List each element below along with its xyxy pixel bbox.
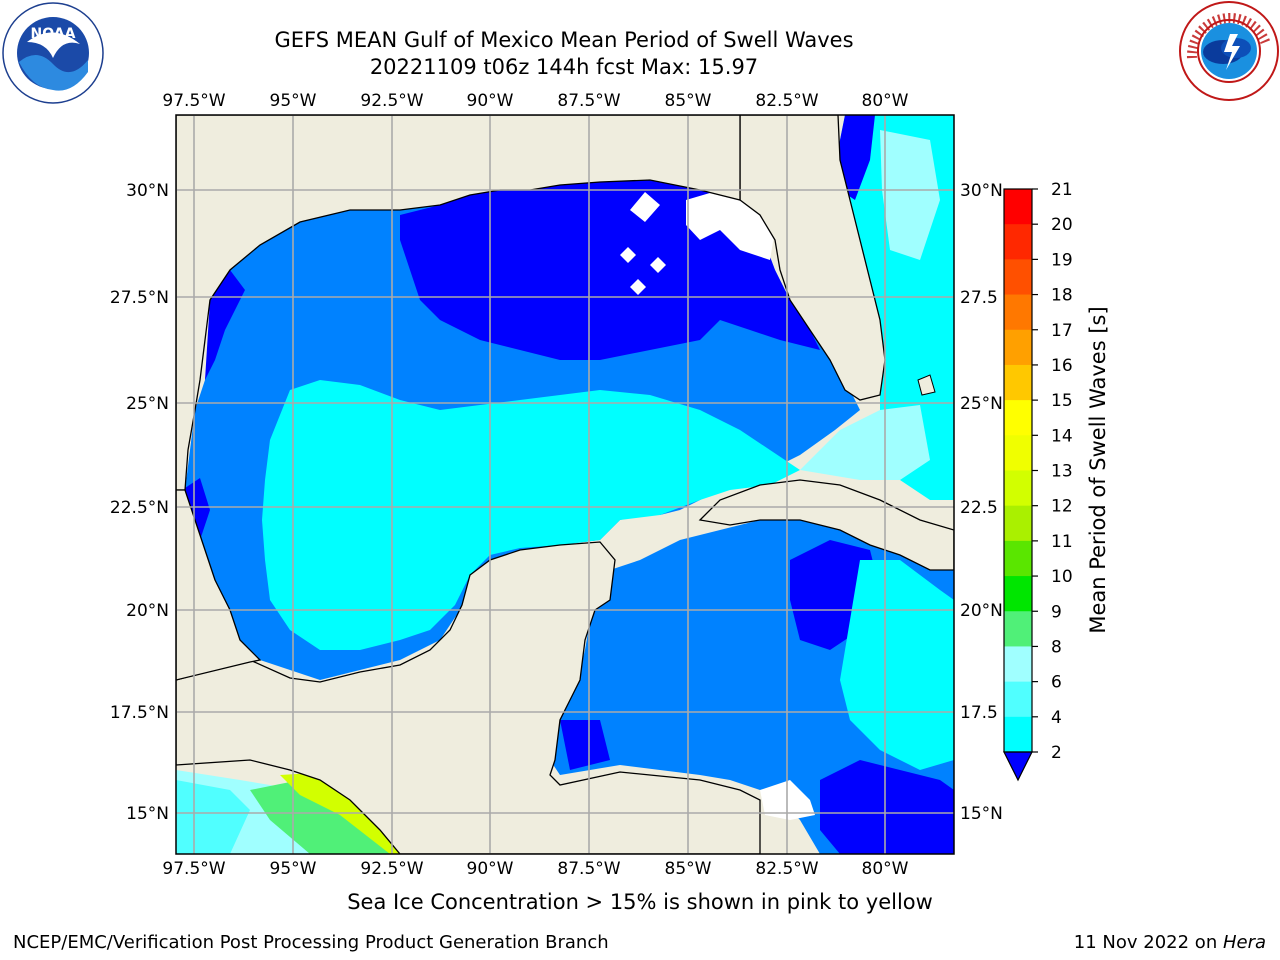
- colorbar-bin: [1004, 189, 1032, 225]
- lon-label: 92.5°W: [360, 859, 423, 879]
- colorbar-bin: [1004, 505, 1032, 542]
- lon-labels-top: 97.5°W 95°W 92.5°W 90°W 87.5°W 85°W 82.5…: [162, 91, 908, 111]
- lat-label: 17.5: [960, 703, 998, 723]
- lon-label: 95°W: [270, 859, 317, 879]
- colorbar-extend-arrow: [1003, 751, 1033, 782]
- colorbar-bin: [1004, 611, 1032, 647]
- lat-label: 22.5°N: [110, 498, 169, 518]
- lat-label: 25°N: [126, 394, 169, 414]
- lat-label: 17.5°N: [110, 703, 169, 723]
- lat-label: 25°N: [960, 394, 1003, 414]
- lon-label: 82.5°W: [755, 91, 818, 111]
- colorbar-bin: [1004, 224, 1032, 260]
- lat-label: 15°N: [126, 804, 169, 824]
- florida-land: [739, 115, 886, 401]
- lon-label: 97.5°W: [162, 859, 225, 879]
- lon-label: 85°W: [665, 91, 712, 111]
- yucatan-land: [176, 541, 761, 854]
- colorbar-bin: [1004, 681, 1032, 718]
- colorbar-bin: [1004, 646, 1032, 683]
- colorbar-tick-label: 2: [1051, 743, 1062, 763]
- credit-line: NCEP/EMC/Verification Post Processing Pr…: [13, 932, 609, 953]
- colorbar: 21 20 19 18 17 16 15 14 13 12 11 10 9 8 6 4 2: [1003, 180, 1073, 782]
- colorbar-tick-label: 12: [1051, 497, 1073, 517]
- missing-data-patch: [630, 192, 660, 222]
- colorbar-tick-label: 10: [1051, 567, 1073, 587]
- lon-label: 80°W: [862, 91, 909, 111]
- colorbar-tick-label: 14: [1051, 426, 1073, 446]
- colorbar-bin: [1004, 259, 1032, 296]
- noaa-logo: NOAA: [2, 2, 104, 104]
- lon-label: 80°W: [862, 859, 909, 879]
- pacific-green-band: [250, 780, 390, 854]
- colorbar-tick-label: 16: [1051, 356, 1073, 376]
- map-plot-area: [176, 115, 954, 854]
- colorbar-bin: [1004, 400, 1032, 436]
- colorbar-tick-label: 15: [1051, 391, 1073, 411]
- lon-label: 87.5°W: [557, 91, 620, 111]
- colorbar-bin: [1004, 576, 1032, 612]
- lon-labels-bottom: 97.5°W 95°W 92.5°W 90°W 87.5°W 85°W 82.5…: [162, 859, 908, 879]
- lat-label: 22.5: [960, 498, 998, 518]
- colorbar-tick-label: 17: [1051, 321, 1073, 341]
- colorbar-bin: [1004, 435, 1032, 471]
- lon-label: 82.5°W: [755, 859, 818, 879]
- lat-label: 27.5°N: [110, 288, 169, 308]
- machine-name: Hera: [1222, 932, 1266, 953]
- lon-label: 85°W: [665, 859, 712, 879]
- colorbar-tick-label: 21: [1051, 180, 1073, 200]
- nws-logo: [1179, 1, 1279, 101]
- lat-label: 30°N: [126, 181, 169, 201]
- colorbar-bin: [1004, 329, 1032, 366]
- atlantic-dark-strip: [838, 115, 875, 200]
- lat-label: 30°N: [960, 181, 1003, 201]
- colorbar-tick-label: 6: [1051, 673, 1062, 693]
- run-date: 11 Nov 2022 on Hera: [1074, 932, 1266, 953]
- colorbar-bin: [1004, 364, 1032, 401]
- lon-label: 87.5°W: [557, 859, 620, 879]
- atlantic-light-cyan: [880, 130, 940, 260]
- colorbar-tick-label: 20: [1051, 215, 1073, 235]
- missing-data-patch: [650, 257, 666, 273]
- colorbar-tick-label: 4: [1051, 708, 1062, 728]
- straits-light-cyan: [800, 405, 930, 480]
- lon-label: 92.5°W: [360, 91, 423, 111]
- caribbean-dark-south: [820, 760, 954, 854]
- lat-label: 20°N: [126, 601, 169, 621]
- missing-data-patch: [630, 279, 646, 295]
- colorbar-tick-label: 11: [1051, 532, 1073, 552]
- map-frame: [175, 114, 955, 855]
- colorbar-tick-label: 8: [1051, 637, 1062, 657]
- lon-label: 95°W: [270, 91, 317, 111]
- lat-label: 27.5: [960, 288, 998, 308]
- lat-label: 20°N: [960, 601, 1003, 621]
- missing-data-patch: [620, 247, 636, 263]
- sea-ice-note: Sea Ice Concentration > 15% is shown in …: [347, 890, 933, 914]
- caribbean-dark-west: [560, 720, 610, 770]
- svg-text:NOAA: NOAA: [31, 26, 76, 42]
- lon-label: 90°W: [467, 859, 514, 879]
- colorbar-tick-label: 18: [1051, 286, 1073, 306]
- colorbar-label: Mean Period of Swell Waves [s]: [1086, 306, 1110, 633]
- lat-label: 15°N: [960, 804, 1003, 824]
- colorbar-tick-label: 13: [1051, 462, 1073, 482]
- chart-title: GEFS MEAN Gulf of Mexico Mean Period of …: [274, 28, 854, 52]
- colorbar-tick-label: 19: [1051, 250, 1073, 270]
- colorbar-bin: [1004, 294, 1032, 331]
- lon-label: 90°W: [467, 91, 514, 111]
- colorbar-bin: [1004, 716, 1032, 753]
- lon-label: 97.5°W: [162, 91, 225, 111]
- colorbar-bin: [1004, 470, 1032, 507]
- lat-labels-right: 30°N 27.5 25°N 22.5 20°N 17.5 15°N: [960, 181, 1003, 824]
- chart-subtitle: 20221109 t06z 144h fcst Max: 15.97: [369, 55, 759, 79]
- run-date-text: 11 Nov 2022 on: [1073, 932, 1223, 953]
- bahamas-land: [917, 374, 936, 396]
- colorbar-tick-label: 9: [1051, 602, 1062, 622]
- central-gulf-cyan: [262, 380, 800, 650]
- graticule: [176, 115, 954, 854]
- lat-labels-left: 30°N 27.5°N 25°N 22.5°N 20°N 17.5°N 15°N: [110, 181, 169, 824]
- caribbean-cyan-east: [840, 560, 954, 770]
- colorbar-bin: [1004, 540, 1032, 577]
